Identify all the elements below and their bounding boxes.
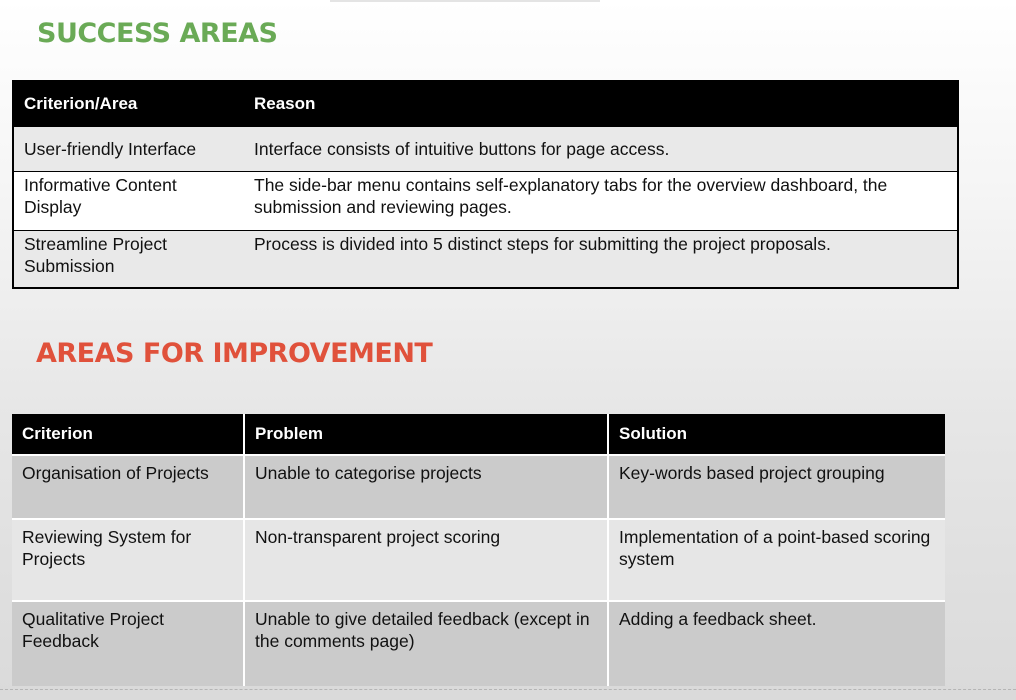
column-header-criterion-area: Criterion/Area xyxy=(13,81,244,127)
slide-bottom-divider xyxy=(0,689,1016,690)
reason-cell: Process is divided into 5 distinct steps… xyxy=(244,230,958,288)
table-header-row: Criterion Problem Solution xyxy=(12,414,945,455)
table-row: Qualitative Project Feedback Unable to g… xyxy=(12,600,945,686)
problem-cell: Non-transparent project scoring xyxy=(243,518,608,601)
criterion-cell: Informative Content Display xyxy=(13,171,244,231)
reason-cell: Interface consists of intuitive buttons … xyxy=(244,126,958,172)
table-row: Organisation of Projects Unable to categ… xyxy=(12,454,945,519)
areas-for-improvement-table: Criterion Problem Solution Organisation … xyxy=(12,414,945,686)
criterion-cell: Qualitative Project Feedback xyxy=(12,600,244,686)
solution-cell: Adding a feedback sheet. xyxy=(607,600,945,686)
column-header-solution: Solution xyxy=(607,414,945,455)
criterion-cell: User-friendly Interface xyxy=(13,126,244,172)
criterion-cell: Organisation of Projects xyxy=(12,454,244,519)
criterion-cell: Reviewing System for Projects xyxy=(12,518,244,601)
solution-cell: Implementation of a point-based scoring … xyxy=(607,518,945,601)
column-header-reason: Reason xyxy=(244,81,958,127)
table-row: Streamline Project Submission Process is… xyxy=(13,230,958,288)
table-row: Reviewing System for Projects Non-transp… xyxy=(12,518,945,601)
success-areas-heading: SUCCESS AREAS xyxy=(37,18,278,49)
criterion-cell: Streamline Project Submission xyxy=(13,230,244,288)
solution-cell: Key-words based project grouping xyxy=(607,454,945,519)
top-divider xyxy=(330,0,600,2)
table-row: Informative Content Display The side-bar… xyxy=(13,171,958,231)
reason-cell: The side-bar menu contains self-explanat… xyxy=(244,171,958,231)
table-row: User-friendly Interface Interface consis… xyxy=(13,126,958,172)
column-header-problem: Problem xyxy=(243,414,608,455)
column-header-criterion: Criterion xyxy=(12,414,244,455)
success-areas-table: Criterion/Area Reason User-friendly Inte… xyxy=(12,80,959,289)
problem-cell: Unable to categorise projects xyxy=(243,454,608,519)
table-header-row: Criterion/Area Reason xyxy=(13,81,958,127)
problem-cell: Unable to give detailed feedback (except… xyxy=(243,600,608,686)
areas-for-improvement-heading: AREAS FOR IMPROVEMENT xyxy=(36,338,433,369)
